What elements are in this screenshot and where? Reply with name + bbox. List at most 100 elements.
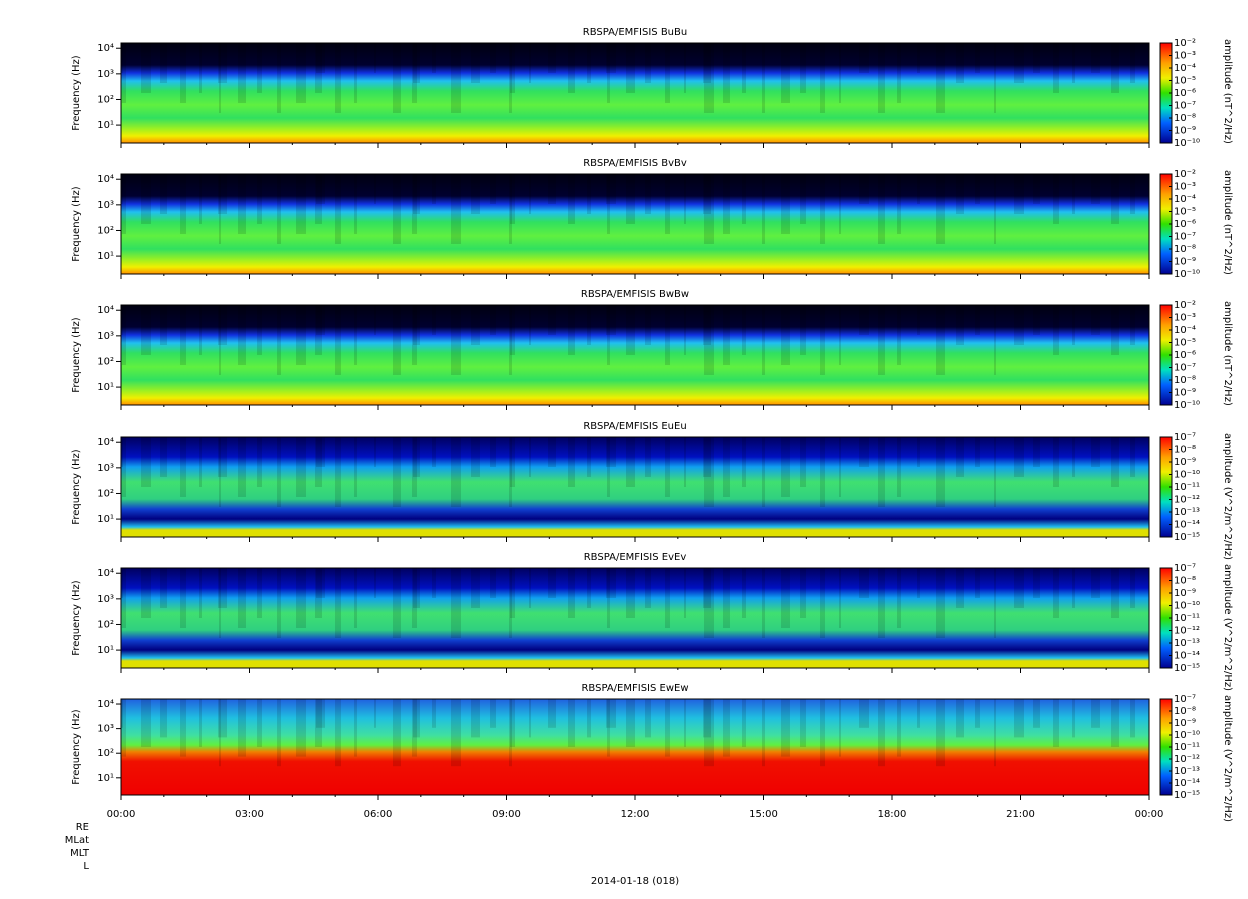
spectrogram-texture — [218, 568, 227, 608]
x-tick-label: 00:00 — [107, 809, 136, 820]
spectrogram-texture — [393, 43, 401, 113]
spectrogram-texture — [897, 437, 901, 497]
spectrogram-texture — [335, 568, 341, 638]
spectrogram-texture — [936, 568, 945, 638]
spectrogram-texture — [180, 699, 186, 757]
spectrogram-texture — [665, 174, 670, 234]
spectrogram-texture — [781, 305, 790, 365]
spectrogram-texture — [1111, 174, 1119, 224]
spectrogram-texture — [218, 699, 227, 738]
spectrogram-image — [121, 568, 1149, 668]
spectrogram-texture — [160, 43, 167, 83]
colorbar-tick-label: 10⁻⁹ — [1174, 388, 1196, 399]
colorbar-tick-label: 10⁻¹⁰ — [1174, 269, 1200, 280]
colorbar-tick-label: 10⁻¹⁰ — [1174, 138, 1200, 149]
spectrogram-texture — [199, 699, 202, 747]
spectrogram-texture — [218, 305, 227, 345]
spectrogram-texture — [820, 43, 825, 113]
spectrogram-image — [121, 174, 1149, 274]
spectrogram-texture — [1130, 43, 1135, 83]
spectrogram-texture — [471, 43, 480, 83]
spectrogram-texture — [587, 437, 591, 477]
spectrogram-texture — [839, 174, 841, 234]
colorbar-tick-label: 10⁻⁵ — [1174, 207, 1196, 218]
spectrogram-texture — [626, 568, 635, 618]
spectrogram-texture — [645, 568, 651, 608]
spectrogram-texture — [1130, 699, 1135, 738]
colorbar-tick-label: 10⁻⁹ — [1174, 257, 1196, 268]
spectrogram-texture — [1053, 305, 1059, 355]
spectrogram-texture — [412, 43, 417, 103]
spectrogram-texture — [238, 305, 246, 365]
colorbar-tick-label: 10⁻² — [1174, 300, 1196, 311]
spectrogram-texture — [587, 174, 591, 214]
spectrogram-texture — [451, 699, 461, 767]
colorbar-tick-label: 10⁻⁷ — [1174, 563, 1196, 574]
spectrogram-texture — [684, 43, 686, 93]
spectrogram-texture — [626, 699, 635, 747]
spectrogram-texture — [257, 699, 262, 747]
colorbar-tick-label: 10⁻³ — [1174, 313, 1196, 324]
spectrogram-texture — [490, 568, 496, 598]
panel-title: RBSPA/EMFISIS BvBv — [583, 158, 687, 169]
spectrogram-texture — [393, 174, 401, 244]
colorbar-tick-label: 10⁻² — [1174, 38, 1196, 49]
spectrogram-texture — [257, 174, 262, 224]
spectrogram-texture — [568, 437, 575, 487]
spectrogram-texture — [510, 437, 515, 487]
spectrogram-texture — [219, 174, 221, 244]
spectrogram-texture — [1014, 305, 1024, 345]
spectrogram-texture — [820, 305, 825, 375]
spectrogram-texture — [645, 437, 651, 477]
y-tick-label: 10⁴ — [97, 437, 114, 448]
spectrogram-texture — [471, 174, 480, 214]
ephemeris-label: L — [83, 861, 89, 872]
colorbar-label-clip: amplitude (V^2/m^2/Hz) — [1222, 564, 1233, 691]
colorbar-tick-label: 10⁻⁶ — [1174, 350, 1196, 361]
spectrogram-texture — [665, 568, 670, 628]
y-tick-label: 10³ — [97, 724, 114, 735]
y-tick-label: 10¹ — [97, 382, 114, 393]
spectrogram-texture — [219, 43, 221, 113]
spectrogram-texture — [587, 43, 591, 83]
colorbar-tick-label: 10⁻⁵ — [1174, 76, 1196, 87]
y-tick-label: 10⁴ — [97, 174, 114, 185]
y-tick-label: 10³ — [97, 200, 114, 211]
spectrogram-texture — [956, 174, 964, 214]
spectrogram-texture — [1014, 699, 1024, 738]
spectrogram-texture — [607, 305, 610, 365]
spectrogram-texture — [257, 437, 262, 487]
spectrogram-texture — [762, 568, 765, 638]
colorbar-tick-label: 10⁻¹¹ — [1174, 742, 1200, 753]
spectrogram-texture — [607, 699, 610, 757]
spectrogram-texture — [820, 174, 825, 244]
spectrogram-texture — [645, 305, 651, 345]
colorbar-tick-label: 10⁻¹¹ — [1174, 613, 1200, 624]
spectrogram-texture — [219, 305, 221, 375]
spectrogram-texture — [723, 568, 730, 628]
spectrogram-texture — [548, 43, 556, 73]
spectrogram-texture — [509, 699, 512, 767]
spectrogram-texture — [1072, 568, 1075, 608]
colorbar-tick-label: 10⁻⁸ — [1174, 244, 1196, 255]
spectrogram-texture — [607, 437, 610, 497]
spectrogram-image — [121, 699, 1149, 795]
spectrogram-texture — [626, 305, 635, 355]
spectrogram-texture — [510, 174, 515, 224]
y-tick-label: 10² — [97, 94, 114, 105]
spectrogram-texture — [490, 43, 496, 73]
spectrogram-texture — [800, 568, 806, 618]
spectrogram-image — [121, 43, 1149, 143]
spectrogram-texture — [490, 699, 496, 728]
spectrogram-texture — [1130, 305, 1135, 345]
spectrogram-texture — [122, 699, 126, 757]
spectrogram-texture — [393, 437, 401, 507]
spectrogram-texture — [878, 305, 885, 375]
spectrogram-texture — [762, 437, 765, 507]
spectrogram-texture — [1111, 305, 1119, 355]
spectrogram-texture — [1033, 305, 1040, 335]
colorbar-tick-label: 10⁻¹⁴ — [1174, 651, 1200, 662]
spectrogram-texture — [665, 43, 670, 103]
spectrogram-texture — [335, 699, 341, 767]
spectrogram-texture — [354, 305, 357, 365]
